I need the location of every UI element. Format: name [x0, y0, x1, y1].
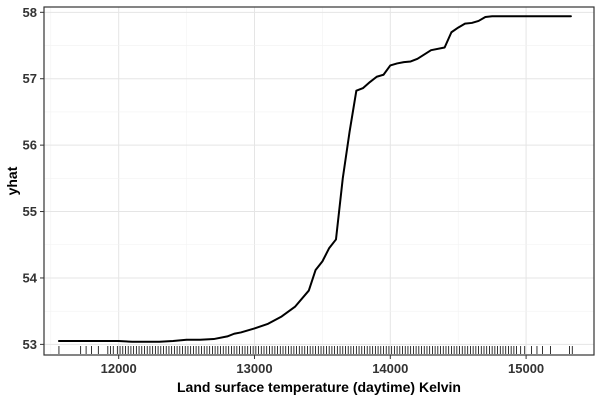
x-axis-title: Land surface temperature (daytime) Kelvi…	[177, 379, 461, 395]
x-tick-label: 15000	[508, 361, 544, 376]
y-tick-label: 55	[23, 204, 37, 219]
y-tick-label: 58	[23, 5, 37, 20]
x-axis: 12000 13000 14000 15000	[101, 355, 544, 376]
panel-border	[43, 6, 595, 356]
series-line	[57, 15, 572, 343]
x-tick-label: 14000	[372, 361, 408, 376]
y-tick-label: 54	[23, 270, 38, 285]
y-tick-label: 53	[23, 337, 37, 352]
y-axis-title: yhat	[4, 166, 20, 195]
y-tick-label: 56	[23, 138, 37, 153]
y-tick-label: 57	[23, 71, 37, 86]
x-tick-label: 12000	[101, 361, 137, 376]
y-axis: 53 54 55 56 57 58	[23, 5, 44, 352]
x-tick-label: 13000	[236, 361, 272, 376]
rug-marks	[58, 346, 573, 354]
